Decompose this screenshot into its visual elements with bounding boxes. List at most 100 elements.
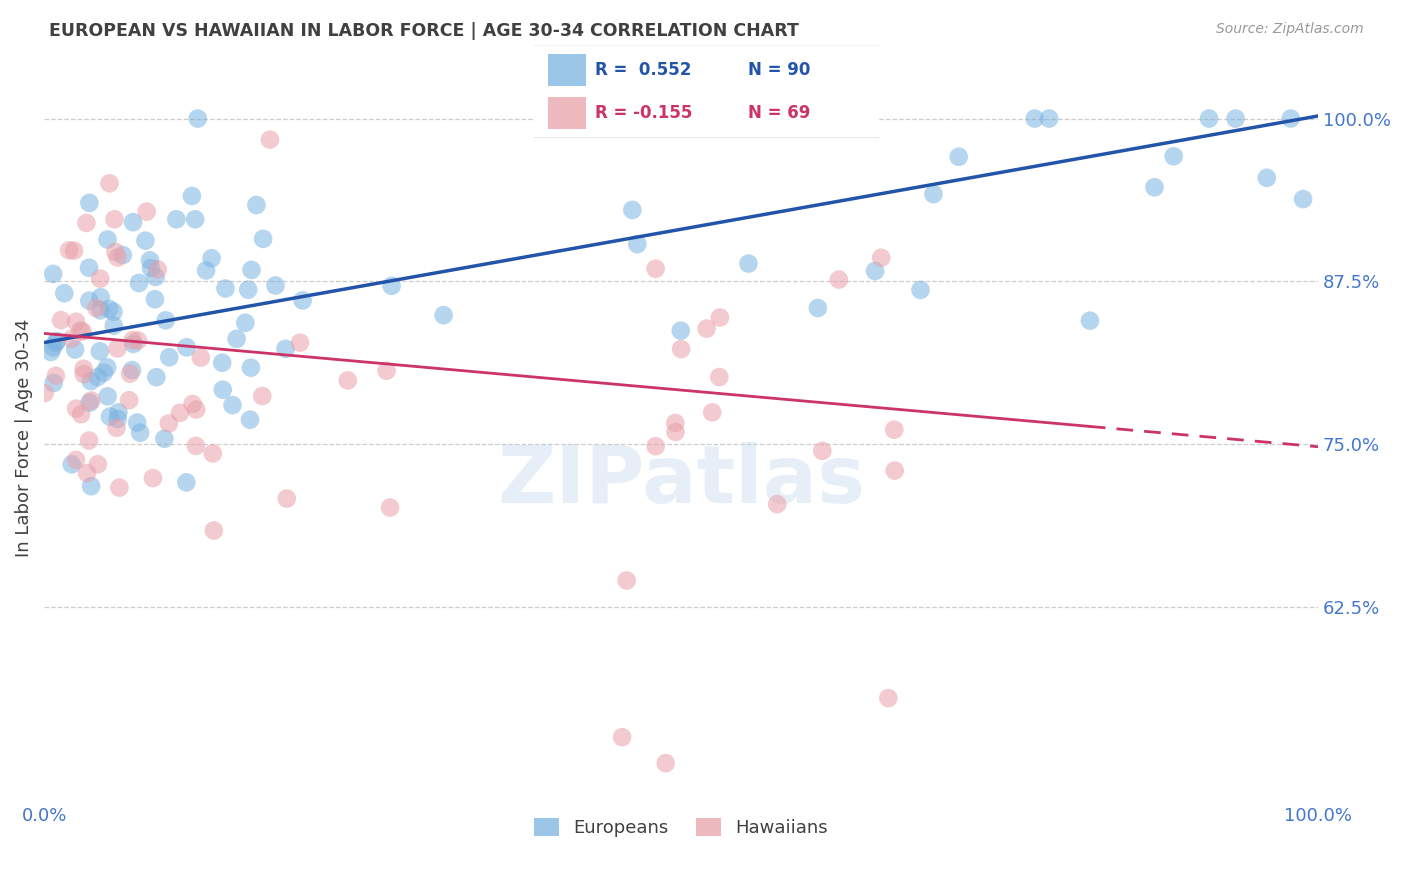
Point <box>1225 112 1247 126</box>
Point <box>45 368 67 383</box>
Point <box>145 370 167 384</box>
Point <box>89 344 111 359</box>
Point <box>702 405 724 419</box>
Point <box>1198 112 1220 126</box>
Point <box>863 264 886 278</box>
Point <box>664 425 686 439</box>
Point <box>1143 180 1166 194</box>
Point <box>135 204 157 219</box>
Point <box>42 340 65 354</box>
Legend: Europeans, Hawaiians: Europeans, Hawaiians <box>527 811 835 845</box>
Point <box>134 234 156 248</box>
Point <box>42 267 65 281</box>
Point <box>240 263 263 277</box>
Point <box>644 439 666 453</box>
Point <box>187 112 209 126</box>
Point <box>142 471 165 485</box>
Point <box>828 272 851 286</box>
Point <box>184 212 207 227</box>
Point <box>626 237 648 252</box>
Point <box>65 401 87 416</box>
Point <box>202 524 225 538</box>
Point <box>1256 170 1278 185</box>
Point <box>145 269 167 284</box>
Point <box>63 244 86 258</box>
Point <box>233 316 256 330</box>
Point <box>669 324 692 338</box>
Point <box>96 232 118 246</box>
Point <box>72 325 94 339</box>
Point <box>49 313 72 327</box>
Point <box>107 251 129 265</box>
Point <box>86 370 108 384</box>
Point <box>169 406 191 420</box>
Point <box>105 421 128 435</box>
Point <box>883 423 905 437</box>
Text: N = 90: N = 90 <box>748 61 810 78</box>
Point <box>239 360 262 375</box>
Point <box>45 335 67 350</box>
Point <box>1163 149 1185 163</box>
Point <box>200 252 222 266</box>
Point <box>1038 112 1060 126</box>
Point <box>98 409 121 424</box>
Point <box>93 366 115 380</box>
Point <box>1078 313 1101 327</box>
Point <box>75 216 97 230</box>
Point <box>1024 112 1046 126</box>
Text: R =  0.552: R = 0.552 <box>595 61 690 78</box>
Point <box>107 342 129 356</box>
Point <box>807 301 830 315</box>
Point <box>195 263 218 277</box>
Point <box>118 393 141 408</box>
Point <box>63 343 86 357</box>
Point <box>238 283 260 297</box>
Point <box>58 244 80 258</box>
Point <box>737 256 759 270</box>
Point <box>288 335 311 350</box>
Text: N = 69: N = 69 <box>748 104 810 122</box>
Point <box>118 367 141 381</box>
Point <box>69 324 91 338</box>
Point <box>80 393 103 408</box>
Point <box>883 464 905 478</box>
Point <box>245 198 267 212</box>
Point <box>201 446 224 460</box>
Point <box>77 434 100 448</box>
Point <box>139 253 162 268</box>
Point <box>181 397 204 411</box>
Point <box>60 458 83 472</box>
Point <box>709 370 731 384</box>
Point <box>375 364 398 378</box>
Point <box>948 150 970 164</box>
Point <box>252 232 274 246</box>
Point <box>616 574 638 588</box>
Point <box>121 333 143 347</box>
Point <box>669 342 692 356</box>
Point <box>239 413 262 427</box>
Point <box>910 283 932 297</box>
Point <box>79 195 101 210</box>
Point <box>111 248 134 262</box>
Point <box>654 756 676 771</box>
Point <box>610 112 633 126</box>
Point <box>225 332 247 346</box>
Point <box>90 290 112 304</box>
Point <box>107 405 129 419</box>
Point <box>432 308 454 322</box>
Point <box>89 271 111 285</box>
Point <box>39 345 62 359</box>
Point <box>79 395 101 409</box>
Point <box>696 321 718 335</box>
Point <box>77 260 100 275</box>
Point <box>922 187 945 202</box>
Bar <box>548 97 586 129</box>
Point <box>165 212 187 227</box>
Point <box>211 383 233 397</box>
Point <box>621 202 644 217</box>
Point <box>60 332 83 346</box>
Point <box>127 416 149 430</box>
Point <box>766 497 789 511</box>
Point <box>53 286 76 301</box>
Point <box>104 244 127 259</box>
